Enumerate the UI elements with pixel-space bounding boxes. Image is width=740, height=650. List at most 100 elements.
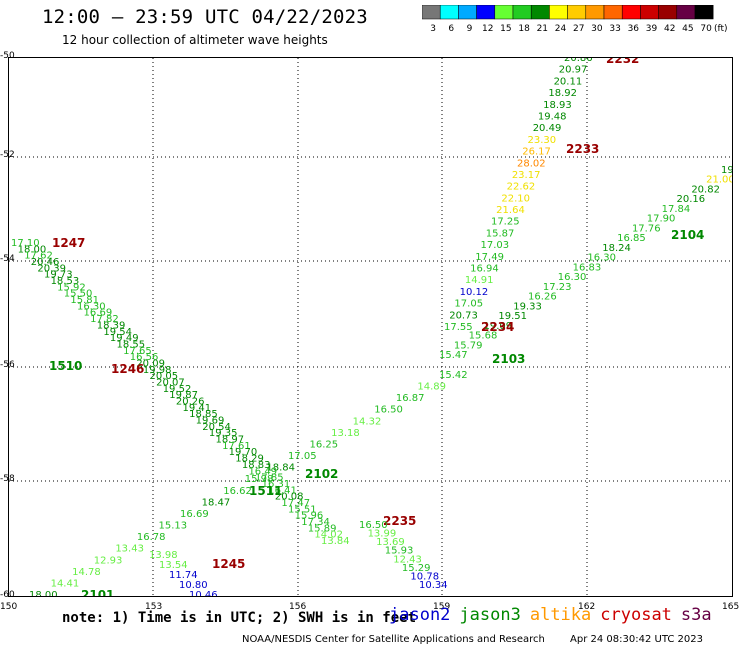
colorbar-legend: 3 6 9 12 15 18 21 24 27 30 33 36 39 42 45 70 (ft) [422, 5, 728, 34]
colorbar-label: 30 [591, 24, 603, 34]
wave-height-value: 17.47 [281, 498, 310, 509]
wave-height-value: 16.62 [223, 486, 252, 497]
wave-height-value: 13.98 [149, 550, 178, 561]
wave-height-value: 17.90 [647, 214, 676, 225]
pass-time-label: 1511 [249, 484, 282, 498]
wave-height-value: 17.55 [444, 322, 473, 333]
wave-height-value: 20.46 [31, 257, 60, 268]
colorbar-swatch [676, 5, 696, 20]
wave-height-value: 13.84 [321, 536, 350, 547]
wave-height-value: 19.87 [169, 390, 198, 401]
wave-height-value: 20.16 [676, 194, 705, 205]
colorbar-swatch [658, 5, 678, 20]
wave-height-value: 17.49 [475, 252, 504, 263]
wave-height-value: 17.61 [222, 441, 251, 452]
wave-height-value: 16.30 [587, 253, 616, 264]
wave-height-value: 18.83 [242, 460, 271, 471]
colorbar-label: 27 [573, 24, 584, 34]
wave-height-value: 23.17 [512, 170, 541, 181]
wave-height-value: 19.6 [721, 165, 733, 176]
wave-height-value: 15.93 [385, 546, 414, 557]
wave-height-value: 19.41 [182, 403, 211, 414]
wave-height-value: 18.00 [29, 590, 58, 597]
wave-height-value: 19.52 [163, 384, 192, 395]
map-canvas: 19.621.0020.8220.1617.8417.9017.7616.851… [9, 58, 733, 597]
wave-height-value: 15.98 [245, 474, 274, 485]
wave-height-value: 20.08 [275, 492, 304, 503]
wave-height-value: 21.64 [496, 205, 525, 216]
credit-line: NOAA/NESDIS Center for Satellite Applica… [242, 634, 725, 645]
wave-height-value: 16.30 [77, 301, 106, 312]
pass-time-label: 2235 [383, 514, 416, 528]
colorbar-label: 21 [537, 24, 548, 34]
wave-height-value: 16.85 [617, 233, 646, 244]
wave-height-value: 15.68 [469, 331, 498, 342]
wave-height-value: 12.43 [393, 554, 422, 565]
wave-height-value: 20.26 [176, 397, 205, 408]
wave-height-value: 17.85 [255, 473, 284, 484]
wave-height-value: 10.34 [419, 580, 448, 591]
pass-time-label: 2234 [481, 320, 514, 334]
wave-height-value: 17.34 [301, 517, 330, 528]
wave-height-value: 22.10 [501, 193, 530, 204]
wave-height-value: 19.35 [209, 428, 238, 439]
page-title: 12:00 — 23:59 UTC 04/22/2023 [42, 6, 368, 28]
wave-height-value: 17.84 [662, 204, 691, 215]
legend-cryosat: cryosat [600, 605, 672, 625]
wave-height-value: 17.82 [90, 314, 119, 325]
wave-height-value: 11.74 [169, 570, 198, 581]
wave-height-value: 20.39 [37, 263, 66, 274]
wave-height-value: 15.29 [402, 563, 431, 574]
wave-height-value: 19.98 [143, 365, 172, 376]
colorbar-label: 33 [609, 24, 620, 34]
wave-height-value: 17.03 [481, 240, 510, 251]
wave-height-value: 19.09 [484, 321, 513, 332]
colorbar-swatch [694, 5, 714, 20]
wave-height-value: 15.89 [308, 523, 337, 534]
wave-height-value: 18.39 [97, 320, 126, 331]
wave-height-value: 15.81 [70, 295, 99, 306]
colorbar-swatch [439, 5, 459, 20]
map-plot[interactable]: 19.621.0020.8220.1617.8417.9017.7616.851… [8, 57, 733, 597]
colorbar-swatch [512, 5, 532, 20]
colorbar-label: 15 [500, 24, 511, 34]
pass-time-label: 2233 [566, 142, 599, 156]
wave-height-value: 16.69 [84, 308, 113, 319]
colorbar-label: 24 [555, 24, 567, 34]
pass-time-label: 2232 [606, 58, 639, 66]
pass-time-label: 2104 [671, 228, 704, 242]
colorbar-label: 39 [646, 24, 658, 34]
longitude-label: 165 [722, 602, 740, 612]
longitude-label: 150 [0, 602, 18, 612]
legend-altika: altika [529, 605, 592, 625]
wave-height-value: 16.87 [396, 393, 425, 404]
wave-height-value: 16.78 [137, 532, 166, 543]
wave-height-value: 13.54 [159, 560, 188, 571]
colorbar-label: 3 [430, 24, 436, 34]
wave-height-value: 18.97 [215, 435, 244, 446]
wave-height-value: 16.69 [180, 509, 209, 520]
wave-height-value: 20.11 [554, 76, 583, 87]
pass-time-label: 2102 [305, 467, 338, 481]
pass-time-label: 2103 [492, 352, 525, 366]
wave-height-value: 15.47 [439, 350, 468, 361]
colorbar-label: 9 [467, 24, 473, 34]
wave-height-value: 14.91 [465, 275, 494, 286]
note-text: note: 1) Time is in UTC; 2) SWH is in fe… [62, 610, 417, 626]
wave-height-value: 19.70 [229, 447, 258, 458]
colorbar-swatch [640, 5, 659, 20]
wave-height-value: 14.41 [51, 578, 80, 589]
wave-height-value: 12.93 [94, 555, 123, 566]
colorbar-swatch [549, 5, 568, 20]
wave-height-value: 20.97 [559, 65, 588, 76]
wave-height-value: 16.26 [528, 292, 557, 303]
wave-height-value: 17.62 [24, 251, 53, 262]
wave-height-value: 15.79 [454, 340, 483, 351]
legend-jason2: jason2 [389, 605, 451, 625]
wave-height-value: 20.49 [533, 123, 562, 134]
colorbar-swatch [458, 5, 477, 20]
wave-height-value: 26.17 [522, 147, 551, 158]
wave-height-value: 13.18 [331, 428, 360, 439]
wave-height-value: 15.96 [295, 511, 324, 522]
colorbar-swatch [476, 5, 496, 20]
